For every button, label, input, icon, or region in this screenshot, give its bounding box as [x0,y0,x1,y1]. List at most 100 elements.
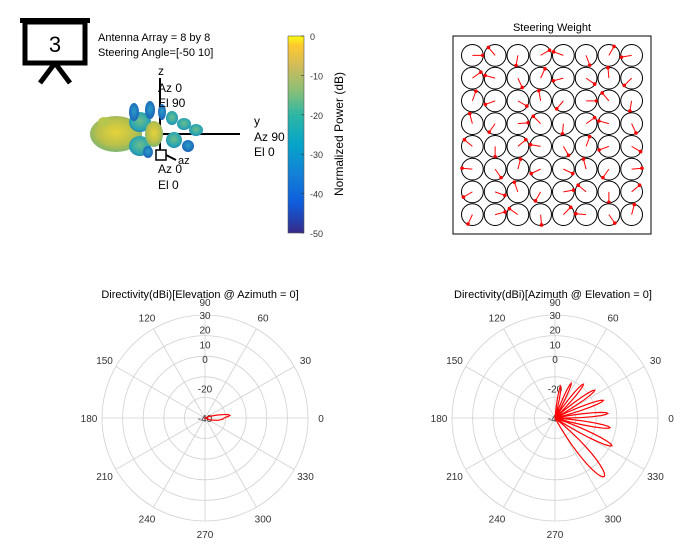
weight-arrow-head [571,188,576,192]
polar-radial-label: 10 [199,340,211,351]
polar-spoke [115,366,206,419]
weight-arrow-head [461,195,466,199]
weight-arrow-head [592,82,597,86]
polar-radial-label: -20 [198,385,213,396]
polar-angle-label: 180 [431,414,448,425]
element-circle [461,89,484,113]
colorbar-tick-label: -30 [310,150,323,160]
element-circle [529,89,552,113]
polar-spoke [503,417,556,508]
weight-arrow-head [467,111,472,116]
element-circle [506,157,530,181]
weight-arrow-head [479,70,483,74]
weight-arrow-head [483,73,487,78]
element-circle [597,157,621,181]
colorbar-tick-label: -20 [310,111,323,121]
element-circle [506,135,530,158]
weight-arrow-head [600,91,605,95]
weight-arrow-head [637,183,642,188]
element-circle [597,203,621,226]
polar-angle-label: 210 [96,472,113,483]
weight-arrow-head [634,131,638,135]
weight-arrow-head [462,137,467,142]
side-lobe-shape [166,111,178,125]
polar-angle-label: 90 [549,298,561,309]
pattern-3d: z Az 0 El 90 y Az 90 El 0 az Az 0 El 0 [90,64,285,192]
polar-angle-label: 150 [96,356,113,367]
polar-angle-label: 240 [489,514,506,525]
weight-arrow-head [503,210,507,214]
z-axis-az: Az 0 [158,81,182,95]
element-circle [529,112,552,135]
element-circle [552,157,575,181]
weight-arrow-head [619,55,624,59]
weight-arrow-head [547,48,552,52]
weight-arrow-head [539,223,544,227]
polar-radial-label: 30 [549,311,561,322]
element-circle [574,112,598,135]
z-axis-el: El 90 [158,96,186,110]
weight-arrow-head [587,63,592,67]
weight-arrow-head [607,200,611,205]
side-lobe-shape [189,124,203,136]
weight-arrow-head [483,102,488,107]
antenna-array-label: Antenna Array = 8 by 8 [98,32,210,44]
weight-arrow-head [566,153,571,158]
weight-arrow-head [520,85,525,90]
weight-arrow-head [507,206,512,211]
steering-weight-title: Steering Weight [513,22,591,34]
polar-series-line [554,381,613,478]
polar-angle-label: 120 [489,314,506,325]
weight-arrow-head [628,109,632,113]
weight-arrow-head [503,193,507,198]
polar-angle-label: 120 [139,314,156,325]
side-lobe-shape [166,132,182,148]
weight-arrow-head [551,79,556,83]
polar-spoke [153,328,206,419]
weight-arrow-head [592,115,597,120]
weight-arrow-head [560,132,565,136]
weight-arrow-head [570,171,575,176]
weight-arrow-head [632,202,637,207]
weight-arrow-head [499,175,503,180]
polar-radial-label: 0 [202,355,208,366]
element-circle [574,135,598,158]
element-circle [506,203,530,226]
weight-arrow-head [581,157,586,161]
polar-spoke [204,417,257,508]
element-circle [529,135,552,158]
element-circle [529,157,552,181]
weight-arrow-head [601,175,605,180]
weight-arrow-head [597,119,601,123]
element-circle [552,44,575,67]
polar-spoke [153,417,206,508]
side-lobe-shape [129,103,139,121]
presentation-board-icon [20,18,90,85]
polar-azimuth-panel: Directivity(dBi)[Azimuth @ Elevation = 0… [431,289,675,541]
weight-arrow-head [543,66,547,71]
side-lobe-shape [182,140,194,152]
polar-angle-label: 0 [668,414,674,425]
colorbar-tick-label: -50 [310,229,323,239]
weight-arrow-head [529,171,534,176]
polar-angle-label: 150 [446,356,463,367]
y-axis-label: y [254,114,260,128]
polar-azimuth-title: Directivity(dBi)[Azimuth @ Elevation = 0… [454,289,652,301]
weight-arrow-head [531,114,536,119]
weight-arrow-head [528,142,533,147]
element-circle [620,66,643,90]
element-circle [529,44,552,67]
weight-arrow-head [487,130,491,134]
polar-spoke [204,328,257,419]
steering-weight-frame [452,35,652,235]
element-circle [552,89,575,113]
weight-arrow-head [554,107,559,111]
element-circle [552,135,575,158]
element-circle [529,66,552,90]
colorbar-tick-label: 0 [310,32,315,42]
polar-spoke [503,328,556,419]
weight-arrow-head [460,166,464,171]
element-circle [620,112,643,135]
element-circle [483,89,507,113]
